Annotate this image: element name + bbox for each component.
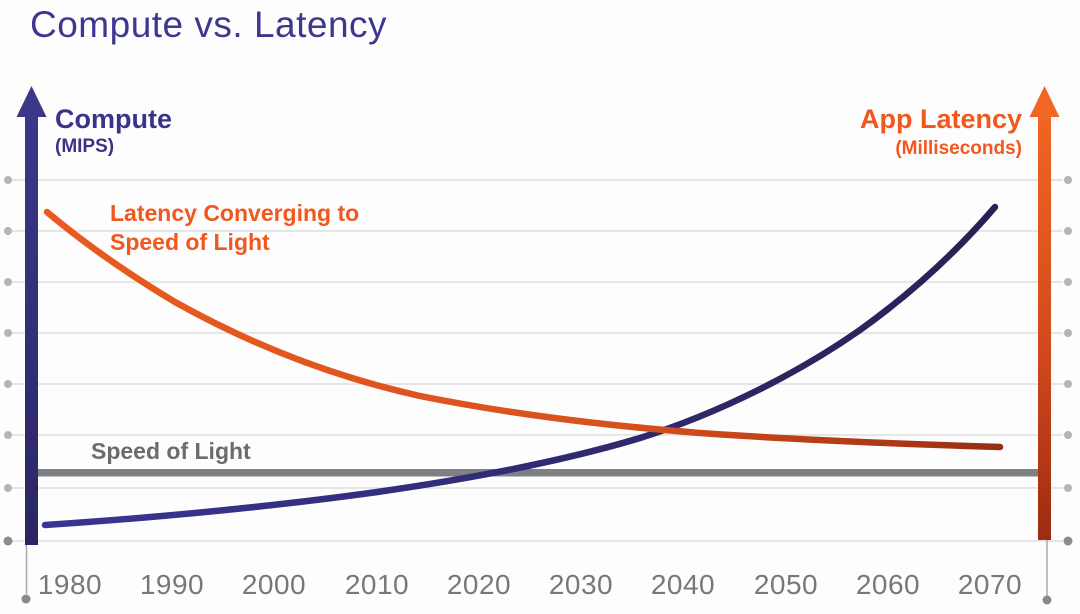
right-baseline-dot	[1042, 595, 1052, 605]
latency-curve	[43, 208, 1004, 451]
right-axis-arrow	[1029, 86, 1060, 540]
x-tick-2000: 2000	[241, 569, 307, 600]
gridline-dots-right	[1063, 176, 1073, 546]
speed-of-light-line	[35, 469, 1040, 477]
axis-baseline-connectors	[25, 540, 1048, 596]
latency-annotation-line1: Latency Converging to	[110, 200, 360, 226]
latency-converging-annotation: Latency Converging to Speed of Light	[110, 199, 359, 257]
x-tick-2040: 2040	[650, 569, 716, 600]
x-tick-2050: 2050	[753, 569, 819, 600]
x-tick-2060: 2060	[855, 569, 921, 600]
page-title: Compute vs. Latency	[30, 4, 388, 45]
x-tick-2010: 2010	[344, 569, 410, 600]
x-tick-2020: 2020	[446, 569, 512, 600]
x-tick-2070: 2070	[957, 569, 1023, 600]
x-tick-1990: 1990	[139, 569, 205, 600]
left-axis-title: Compute	[55, 104, 172, 134]
gridlines	[12, 179, 1063, 542]
x-tick-1980: 1980	[37, 569, 103, 600]
left-axis-unit: (MIPS)	[55, 136, 115, 157]
compute-curve	[41, 203, 999, 529]
left-axis-arrow	[16, 86, 47, 545]
right-axis-title: App Latency	[859, 104, 1022, 134]
left-baseline-dot	[21, 594, 31, 604]
latency-annotation-line2: Speed of Light	[110, 229, 270, 255]
right-axis-unit: (Milliseconds)	[895, 138, 1022, 159]
x-tick-2030: 2030	[548, 569, 614, 600]
speed-of-light-label: Speed of Light	[91, 438, 251, 464]
gridline-dots-left	[3, 176, 13, 546]
